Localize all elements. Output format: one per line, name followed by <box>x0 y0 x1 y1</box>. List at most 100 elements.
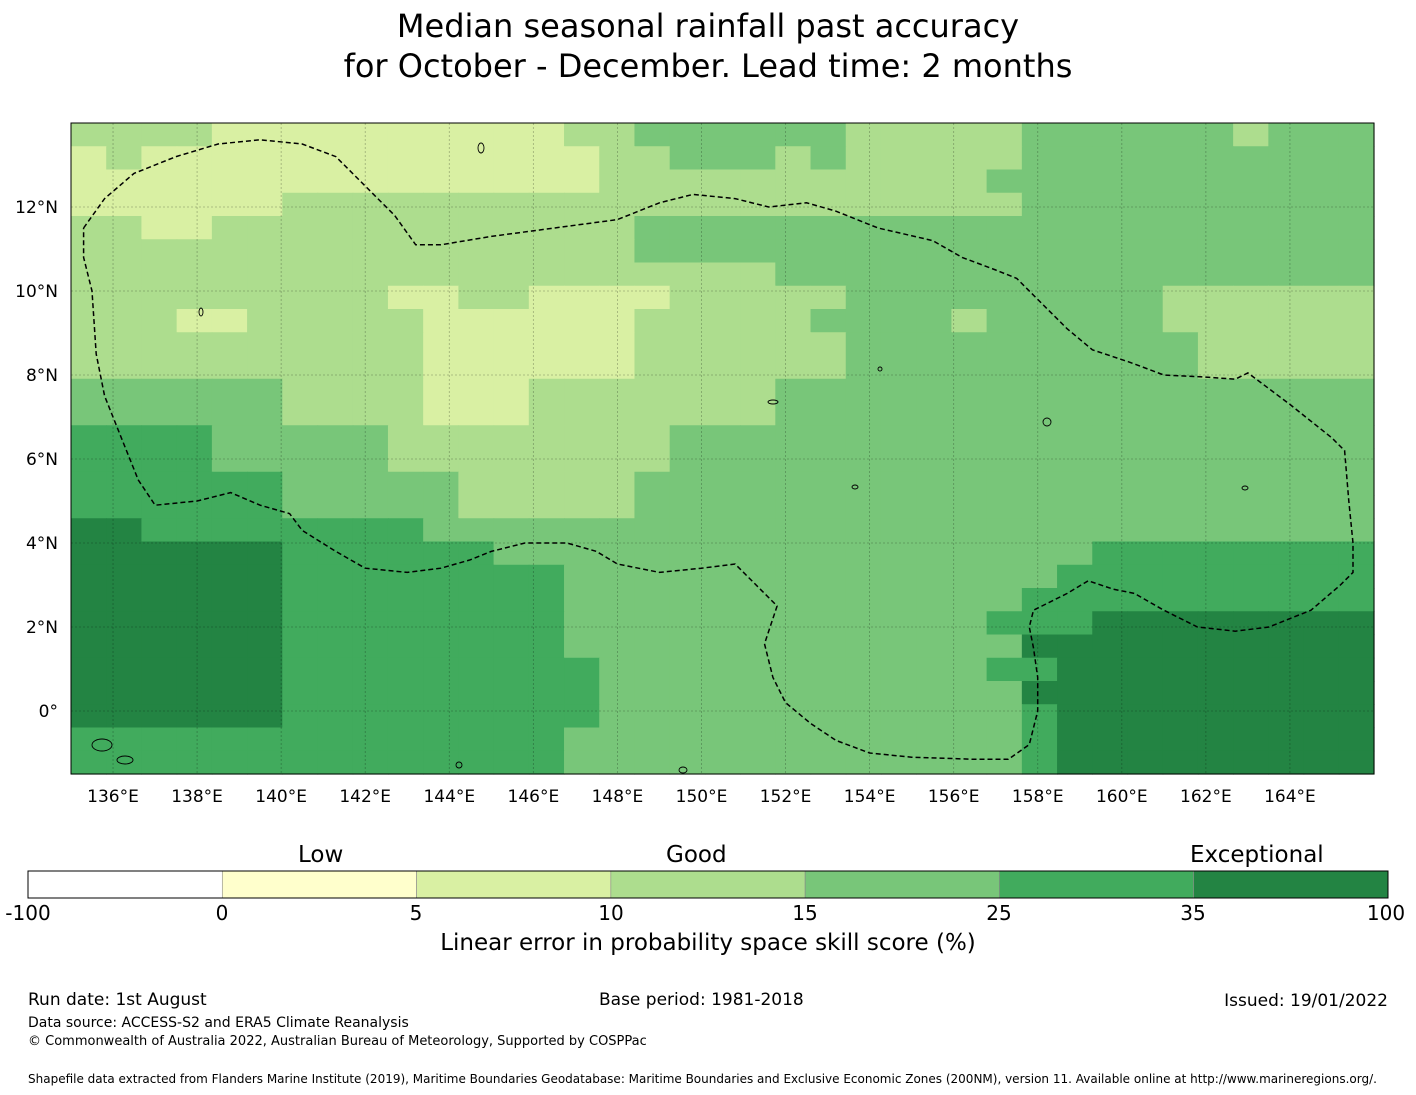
grid-cell <box>1021 541 1058 566</box>
grid-cell <box>141 588 178 612</box>
grid-cell <box>1338 611 1375 636</box>
grid-cell <box>1303 309 1340 333</box>
grid-cell <box>704 332 741 357</box>
grid-cell <box>387 355 424 380</box>
grid-cell <box>71 657 107 682</box>
colorbar-tick: 0 <box>215 901 229 925</box>
grid-cell <box>176 216 213 240</box>
grid-cell <box>493 750 530 775</box>
grid-cell <box>247 262 283 287</box>
grid-cell <box>845 657 882 682</box>
grid-cell <box>1021 518 1058 543</box>
grid-cell <box>282 402 319 426</box>
grid-cell <box>106 541 143 566</box>
grid-cell <box>106 239 143 264</box>
grid-cell <box>880 727 917 752</box>
grid-cell <box>211 588 248 612</box>
grid-cell <box>247 564 283 589</box>
colorbar-frame <box>27 870 1389 899</box>
grid-cell <box>880 495 917 519</box>
grid-cell <box>916 495 953 519</box>
grid-cell <box>352 192 389 217</box>
grid-cell <box>176 355 213 380</box>
grid-cell <box>71 541 107 566</box>
grid-cell <box>669 471 706 496</box>
grid-cell <box>247 471 283 496</box>
grid-cell <box>564 564 600 589</box>
grid-cell <box>880 262 917 287</box>
grid-cell <box>352 471 389 496</box>
grid-cell <box>458 657 495 682</box>
grid-cell <box>669 332 706 357</box>
grid-cell <box>1057 262 1093 287</box>
grid-cell <box>1127 216 1164 240</box>
grid-cell <box>775 309 812 333</box>
grid-cell <box>704 657 741 682</box>
grid-cell <box>880 285 917 310</box>
grid-cell <box>1303 169 1340 194</box>
grid-cell <box>1338 239 1375 264</box>
grid-cell <box>106 588 143 612</box>
grid-cell <box>211 239 248 264</box>
grid-cell <box>141 750 178 775</box>
grid-cell <box>247 727 283 752</box>
grid-cell <box>423 750 459 775</box>
grid-cell <box>423 518 459 543</box>
grid-cell <box>141 564 178 589</box>
grid-cell <box>599 564 636 589</box>
grid-cell <box>740 518 776 543</box>
grid-cell <box>1092 123 1129 147</box>
colorbar-segment <box>999 870 1195 899</box>
grid-cell <box>740 262 776 287</box>
grid-cell <box>740 332 776 357</box>
grid-cell <box>528 750 565 775</box>
grid-cell <box>810 239 847 264</box>
grid-cell <box>810 471 847 496</box>
grid-cell <box>1127 611 1164 636</box>
grid-cell <box>669 123 706 147</box>
grid-cell <box>775 239 812 264</box>
grid-cell <box>951 239 988 264</box>
grid-cell <box>493 285 530 310</box>
grid-cell <box>317 216 354 240</box>
grid-cell <box>1057 564 1093 589</box>
grid-cell <box>211 332 248 357</box>
grid-cell <box>669 448 706 473</box>
grid-cell <box>599 262 636 287</box>
grid-cell <box>141 541 178 566</box>
grid-cell <box>458 262 495 287</box>
grid-cell <box>247 425 283 450</box>
grid-cell <box>704 262 741 287</box>
grid-cell <box>740 448 776 473</box>
grid-cell <box>141 657 178 682</box>
grid-cell <box>317 192 354 217</box>
grid-cell <box>141 425 178 450</box>
grid-cell <box>845 750 882 775</box>
grid-cell <box>1021 657 1058 682</box>
grid-cell <box>387 495 424 519</box>
grid-cell <box>1162 355 1199 380</box>
grid-cell <box>951 518 988 543</box>
grid-cell <box>740 425 776 450</box>
grid-cell <box>1057 425 1093 450</box>
grid-cell <box>1197 262 1234 287</box>
latitude-tick-labels: 12°N 10°N 8°N 6°N 4°N 2°N 0° <box>15 198 58 722</box>
grid-cell <box>704 239 741 264</box>
grid-cell <box>669 402 706 426</box>
grid-cell <box>810 564 847 589</box>
grid-cell <box>1162 541 1199 566</box>
grid-cell <box>282 285 319 310</box>
grid-cell <box>1162 262 1199 287</box>
grid-cell <box>387 657 424 682</box>
grid-cell <box>458 541 495 566</box>
grid-cell <box>634 518 671 543</box>
grid-cell <box>176 448 213 473</box>
grid-cell <box>176 471 213 496</box>
grid-cell <box>1057 309 1093 333</box>
grid-cell <box>493 588 530 612</box>
grid-cell <box>740 541 776 566</box>
grid-cell <box>564 471 600 496</box>
grid-cell <box>423 169 459 194</box>
longitude-tick-labels: 136°E 138°E 140°E 142°E 144°E 146°E 148°E 150°E… <box>87 787 1316 807</box>
grid-cell <box>669 634 706 659</box>
